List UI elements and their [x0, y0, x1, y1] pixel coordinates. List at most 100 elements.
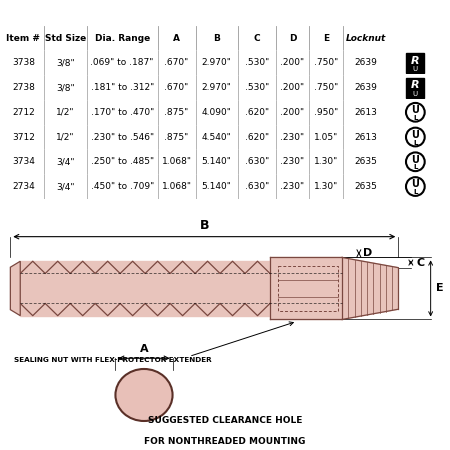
Text: 1.068": 1.068" [162, 158, 192, 166]
Text: 1/2": 1/2" [56, 108, 75, 117]
Text: .630": .630" [244, 158, 269, 166]
Polygon shape [70, 303, 95, 315]
Text: D: D [363, 248, 373, 258]
Text: .230": .230" [280, 182, 305, 191]
Text: U: U [411, 130, 419, 140]
Text: E: E [323, 34, 329, 43]
Text: 3/4": 3/4" [56, 158, 75, 166]
Text: R: R [411, 80, 420, 90]
Text: L: L [413, 140, 418, 146]
Text: D: D [288, 34, 296, 43]
Text: 3/4": 3/4" [56, 182, 75, 191]
Text: 2.970": 2.970" [202, 58, 232, 68]
Text: 1.068": 1.068" [162, 182, 192, 191]
Polygon shape [95, 261, 120, 274]
Text: 2639: 2639 [355, 58, 378, 68]
Text: L: L [413, 115, 418, 121]
Polygon shape [20, 303, 45, 315]
Text: 1.30": 1.30" [314, 158, 338, 166]
Text: 2738: 2738 [12, 83, 35, 92]
Text: U: U [413, 66, 418, 72]
Text: .875": .875" [164, 133, 189, 142]
Text: 2734: 2734 [12, 182, 35, 191]
Text: .530": .530" [244, 83, 269, 92]
Text: .200": .200" [280, 58, 305, 68]
Text: .620": .620" [245, 108, 269, 117]
Polygon shape [45, 303, 70, 315]
FancyBboxPatch shape [406, 77, 424, 98]
Text: SUGGESTED CLEARANCE HOLE: SUGGESTED CLEARANCE HOLE [148, 416, 302, 425]
Circle shape [406, 153, 425, 171]
Polygon shape [342, 257, 398, 320]
Circle shape [116, 369, 172, 421]
Text: Part Dimensions: Part Dimensions [153, 14, 238, 24]
Circle shape [406, 103, 425, 122]
Text: C: C [416, 257, 424, 268]
Text: 2613: 2613 [355, 133, 378, 142]
Text: .250" to .485": .250" to .485" [90, 158, 154, 166]
Text: .670": .670" [164, 83, 189, 92]
Text: .069" to .187": .069" to .187" [90, 58, 154, 68]
Text: .750": .750" [314, 83, 338, 92]
Polygon shape [95, 303, 120, 315]
Text: 1.05": 1.05" [314, 133, 338, 142]
Text: .230": .230" [280, 158, 305, 166]
Text: 5.140": 5.140" [202, 158, 232, 166]
Text: 2635: 2635 [355, 182, 378, 191]
Text: NPT Flex Type: NPT Flex Type [146, 2, 245, 15]
Text: 4.540": 4.540" [202, 133, 231, 142]
Polygon shape [270, 257, 342, 320]
Polygon shape [45, 261, 70, 274]
Text: .750": .750" [314, 58, 338, 68]
Text: Std Size: Std Size [45, 34, 86, 43]
Text: 3/8": 3/8" [56, 58, 75, 68]
Text: .230": .230" [280, 133, 305, 142]
Polygon shape [70, 261, 95, 274]
Text: C: C [253, 34, 260, 43]
Text: 3/8": 3/8" [56, 83, 75, 92]
Polygon shape [20, 261, 45, 274]
Circle shape [406, 128, 425, 146]
Text: .170" to .470": .170" to .470" [90, 108, 154, 117]
Polygon shape [170, 303, 195, 315]
Polygon shape [10, 261, 20, 315]
Text: R: R [411, 55, 420, 66]
Text: 1.30": 1.30" [314, 182, 338, 191]
FancyBboxPatch shape [406, 53, 424, 73]
Text: Dia. Range: Dia. Range [94, 34, 150, 43]
Polygon shape [145, 261, 170, 274]
Polygon shape [145, 303, 170, 315]
Text: 2.970": 2.970" [202, 83, 232, 92]
Text: B: B [213, 34, 220, 43]
Text: .630": .630" [244, 182, 269, 191]
Text: .620": .620" [245, 133, 269, 142]
Text: A: A [140, 344, 148, 355]
Text: U: U [411, 105, 419, 115]
Polygon shape [20, 261, 270, 315]
Text: .670": .670" [164, 58, 189, 68]
Polygon shape [245, 303, 270, 315]
Text: .875": .875" [164, 108, 189, 117]
Polygon shape [170, 261, 195, 274]
Polygon shape [120, 261, 145, 274]
Text: 3738: 3738 [12, 58, 35, 68]
Text: FOR NONTHREADED MOUNTING: FOR NONTHREADED MOUNTING [144, 436, 306, 446]
Polygon shape [220, 303, 245, 315]
Text: .230" to .546": .230" to .546" [90, 133, 154, 142]
Text: 3734: 3734 [12, 158, 35, 166]
Text: U: U [413, 91, 418, 97]
Text: 4.090": 4.090" [202, 108, 232, 117]
Text: 2639: 2639 [355, 83, 378, 92]
Polygon shape [195, 261, 220, 274]
Text: Item #: Item # [6, 34, 40, 43]
Polygon shape [245, 261, 270, 274]
Text: .530": .530" [244, 58, 269, 68]
Text: 2635: 2635 [355, 158, 378, 166]
Text: 3712: 3712 [12, 133, 35, 142]
Text: L: L [413, 164, 418, 171]
Text: .450" to .709": .450" to .709" [90, 182, 154, 191]
Text: L: L [413, 189, 418, 195]
Text: 2712: 2712 [12, 108, 35, 117]
Text: U: U [411, 154, 419, 165]
Circle shape [406, 177, 425, 196]
